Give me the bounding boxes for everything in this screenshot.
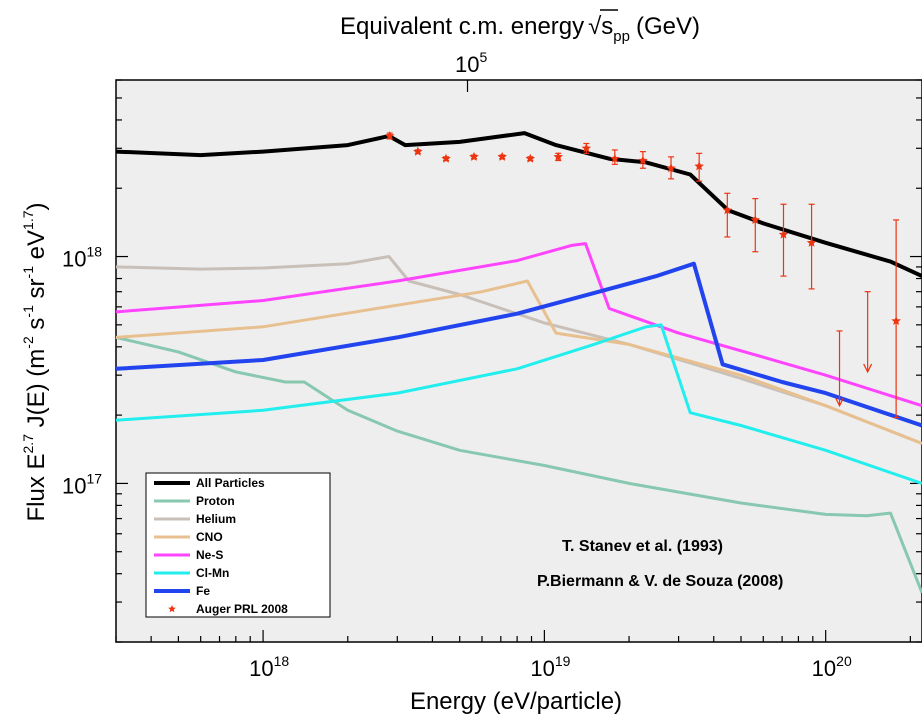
auger-star-marker <box>385 131 395 140</box>
auger-star-marker <box>525 153 535 163</box>
auger-star-marker <box>581 143 592 153</box>
top-axis-title-sqrt: √s <box>588 13 613 40</box>
legend-label-all-particles: All Particles <box>196 476 265 490</box>
legend-label-proton: Proton <box>196 494 235 508</box>
x-tick-label: 1020 <box>812 653 852 681</box>
legend-label-helium: Helium <box>196 512 236 526</box>
auger-star-marker <box>469 151 479 161</box>
series-line-cl-mn <box>115 323 922 485</box>
series-line-proton <box>115 335 922 594</box>
auger-star-marker <box>750 214 760 224</box>
axes-ticks: 1018 1019 1020 1018 1017 <box>62 79 922 681</box>
auger-star-marker <box>806 237 817 247</box>
y-tick-label: 1017 <box>62 470 102 498</box>
series-line-helium <box>115 255 922 445</box>
auger-star-marker <box>638 155 648 165</box>
legend-label-ne-s: Ne-S <box>196 548 223 562</box>
annotation-biermann: P.Biermann & V. de Souza (2008) <box>537 573 783 590</box>
auger-star-marker <box>168 605 176 613</box>
auger-star-marker <box>497 151 507 161</box>
top-axis-title-main: Equivalent c.m. energy <box>340 13 584 40</box>
series-line-all-particles <box>115 131 922 278</box>
legend: All Particles Proton Helium CNO Ne-S Cl-Mn Fe A… <box>145 472 331 618</box>
legend-label-fe: Fe <box>196 584 210 598</box>
auger-layer <box>385 131 901 419</box>
legend-label-cno: CNO <box>196 530 223 544</box>
legend-label-auger-prl-2008: Auger PRL 2008 <box>196 602 288 616</box>
legend-box <box>145 472 331 618</box>
auger-star-marker <box>441 153 451 163</box>
x-axis-title: Energy (eV/particle) <box>410 688 622 715</box>
series-layer <box>115 131 922 594</box>
legend-label-cl-mn: Cl-Mn <box>196 566 229 580</box>
upper-limit-arrow <box>863 363 873 374</box>
auger-star-marker <box>610 153 620 163</box>
auger-star-marker <box>694 161 704 171</box>
x-tick-label: 1019 <box>530 653 570 681</box>
series-line-ne-s <box>115 242 922 408</box>
series-line-fe <box>115 261 922 428</box>
top-axis-title: Equivalent c.m. energy √spp (GeV) <box>340 13 700 45</box>
auger-star-marker <box>666 163 676 173</box>
auger-star-marker <box>722 205 733 215</box>
annotation-stanev: T. Stanev et al. (1993) <box>562 538 723 555</box>
top-axis-title-sub: pp <box>613 28 630 45</box>
y-axis-title: Flux E2.7 J(E) (m-2 s-1 sr-1 eV1.7) <box>20 203 50 522</box>
x-tick-label: 1018 <box>249 653 289 681</box>
top-tick-label: 105 <box>455 49 487 77</box>
auger-star-marker <box>553 151 563 161</box>
auger-star-marker <box>778 229 789 239</box>
top-axis-title-unit: (GeV) <box>636 13 700 40</box>
upper-limit-arrow <box>834 397 845 408</box>
auger-star-marker <box>891 316 901 325</box>
y-tick-label: 1018 <box>62 244 102 272</box>
auger-star-marker <box>413 146 423 156</box>
